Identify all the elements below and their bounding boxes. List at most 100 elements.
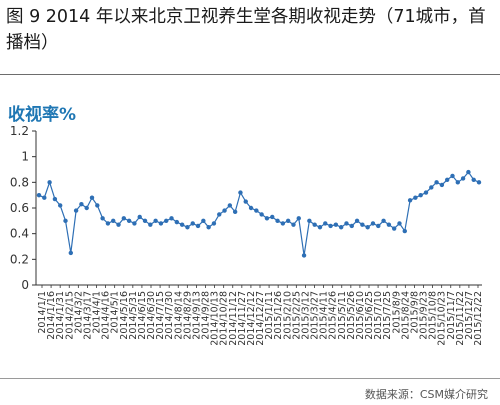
- data-point: [217, 212, 222, 217]
- x-tick-label: 2015/9/23: [419, 291, 430, 340]
- y-tick-label: 0.6: [10, 201, 29, 215]
- x-tick-label: 2015/11/22: [455, 291, 466, 346]
- data-point: [79, 201, 84, 207]
- data-point: [338, 225, 344, 230]
- data-point: [68, 250, 74, 256]
- x-tick-label: 2014/1/31: [55, 291, 66, 340]
- data-point: [190, 221, 195, 226]
- top-rule: [0, 74, 500, 75]
- data-point: [354, 218, 360, 224]
- data-point: [471, 177, 476, 182]
- data-point: [243, 199, 248, 204]
- data-point: [195, 223, 201, 229]
- data-point: [132, 221, 137, 226]
- x-tick-label: 2014/10/13: [210, 291, 221, 346]
- x-tick-label: 2014/11/27: [237, 291, 248, 346]
- x-tick-label: 2014/10/28: [219, 291, 230, 346]
- x-tick-label: 2014/11/12: [228, 291, 239, 346]
- data-point: [201, 218, 206, 224]
- x-tick-label: 2014/6/15: [137, 291, 148, 340]
- data-point: [105, 221, 111, 226]
- data-point: [275, 218, 280, 224]
- data-point: [402, 228, 407, 234]
- x-tick-label: 2015/5/11: [337, 291, 348, 340]
- data-point: [285, 218, 291, 224]
- x-tick-label: 2015/3/12: [300, 291, 311, 340]
- data-point: [111, 218, 116, 224]
- x-tick-label: 2015/10/23: [437, 291, 448, 346]
- data-point: [227, 203, 233, 208]
- data-point: [174, 219, 180, 225]
- data-point: [270, 214, 275, 220]
- x-tick-label: 2014/2/15: [64, 291, 75, 340]
- x-tick-label: 2015/2/10: [282, 291, 293, 340]
- y-tick-label: 1: [21, 150, 29, 164]
- data-point: [264, 216, 270, 221]
- data-point: [413, 195, 418, 200]
- data-point: [296, 216, 301, 221]
- data-point: [312, 222, 317, 227]
- x-tick-label: 2014/8/29: [182, 291, 193, 340]
- x-tick-label: 2014/4/1: [92, 291, 103, 334]
- data-point: [323, 221, 328, 226]
- x-tick-label: 2015/11/7: [446, 291, 457, 340]
- x-tick-label: 2015/4/26: [328, 291, 339, 340]
- x-tick-label: 2015/12/7: [464, 291, 475, 340]
- data-point: [370, 221, 376, 226]
- y-tick-label: 0.8: [10, 175, 29, 189]
- data-point: [460, 176, 466, 181]
- bottom-rule: [0, 378, 500, 379]
- x-tick-label: 2014/5/16: [119, 291, 130, 340]
- x-tick-label: 2014/7/30: [164, 291, 175, 340]
- data-point: [333, 222, 339, 227]
- y-axis-label: 收视率%: [8, 105, 77, 125]
- data-point: [36, 192, 42, 198]
- data-point: [376, 223, 381, 229]
- data-point: [148, 222, 153, 227]
- data-point: [349, 223, 354, 229]
- data-point: [307, 218, 312, 224]
- data-point: [222, 208, 227, 213]
- x-tick-label: 2014/5/1: [110, 291, 121, 334]
- data-point: [381, 218, 386, 224]
- data-point: [280, 221, 286, 226]
- data-point: [301, 253, 307, 258]
- data-point: [344, 221, 349, 226]
- data-point: [121, 216, 127, 221]
- x-tick-label: 2014/12/27: [255, 291, 266, 346]
- data-point: [429, 185, 434, 190]
- data-point: [164, 218, 169, 224]
- data-point: [466, 169, 471, 175]
- data-point: [476, 180, 482, 185]
- data-point: [100, 216, 105, 221]
- data-point: [42, 195, 47, 200]
- data-point: [153, 218, 158, 224]
- x-tick-label: 2014/12/12: [246, 291, 257, 346]
- x-tick-label: 2015/7/25: [382, 291, 393, 340]
- data-point: [73, 208, 79, 213]
- data-point: [444, 177, 450, 182]
- x-tick-label: 2015/4/11: [319, 291, 330, 340]
- data-point: [185, 225, 190, 230]
- data-point: [232, 209, 238, 215]
- data-point: [116, 222, 121, 227]
- data-point: [259, 212, 264, 217]
- data-point: [137, 214, 142, 220]
- data-point: [407, 198, 413, 203]
- x-tick-label: 2015/7/10: [373, 291, 384, 340]
- data-point: [179, 222, 185, 227]
- data-point: [450, 173, 455, 179]
- series-line: [38, 171, 480, 256]
- data-point: [63, 218, 68, 224]
- x-tick-label: 2014/9/13: [191, 291, 202, 340]
- x-tick-label: 2015/3/27: [310, 291, 321, 340]
- x-tick-label: 2015/5/26: [346, 291, 357, 340]
- data-point: [391, 226, 397, 231]
- y-tick-label: 1.2: [10, 124, 29, 138]
- data-point: [455, 180, 460, 185]
- data-point: [238, 190, 243, 195]
- data-point: [52, 196, 58, 202]
- x-tick-label: 2014/1/16: [46, 291, 57, 340]
- x-tick-label: 2014/7/15: [155, 291, 166, 340]
